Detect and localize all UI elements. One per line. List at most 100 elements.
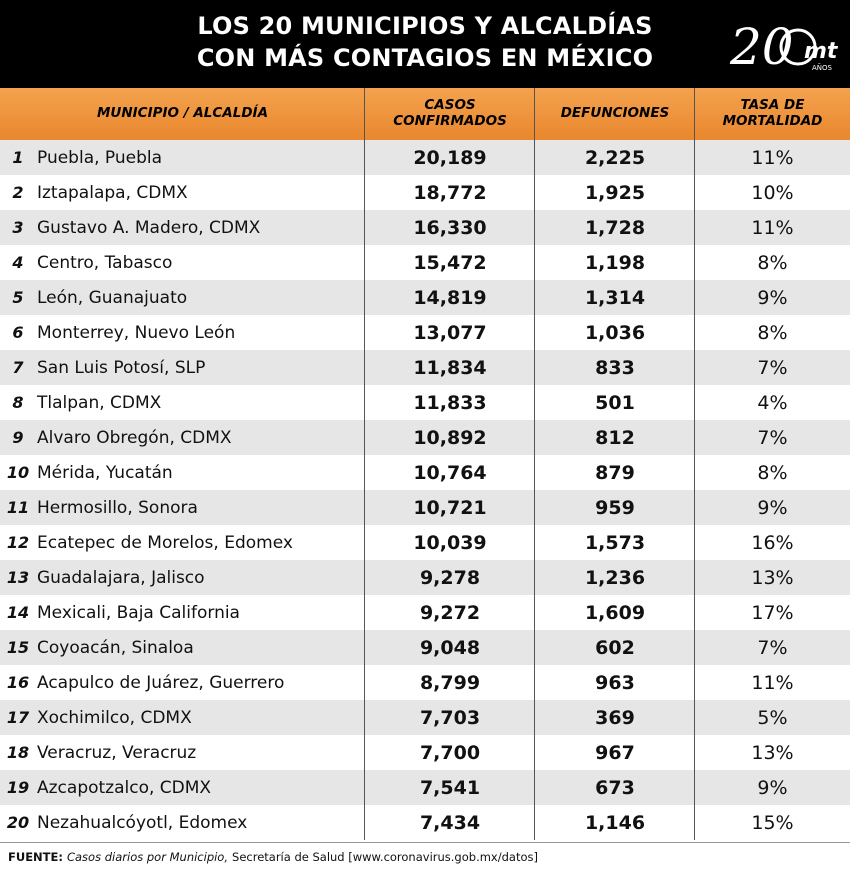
column-divider	[534, 88, 535, 840]
row-rank: 20	[6, 813, 30, 832]
row-tasa-mortalidad: 9%	[757, 496, 788, 519]
row-rank: 15	[6, 638, 30, 657]
row-rank: 9	[12, 428, 24, 447]
column-header-municipio: MUNICIPIO / ALCALDÍA	[96, 105, 269, 122]
row-municipio: San Luis Potosí, SLP	[37, 357, 206, 378]
column-header-tasa-label: TASA DE MORTALIDAD	[722, 97, 823, 129]
row-defunciones: 1,146	[584, 811, 646, 834]
row-tasa-mortalidad: 7%	[757, 426, 788, 449]
row-rank: 14	[6, 603, 30, 622]
row-rank: 3	[12, 218, 24, 237]
table-row: 20 Nezahualcóyotl, Edomex 7,434 1,146 15%	[0, 805, 850, 840]
row-municipio: Centro, Tabasco	[37, 252, 173, 273]
row-defunciones: 369	[595, 706, 635, 729]
row-casos-confirmados: 10,039	[413, 531, 487, 554]
row-municipio: Guadalajara, Jalisco	[37, 567, 205, 588]
row-municipio: Azcapotzalco, CDMX	[37, 777, 212, 798]
row-tasa-mortalidad: 11%	[751, 146, 794, 169]
row-casos-confirmados: 9,272	[419, 601, 481, 624]
row-rank: 17	[6, 708, 30, 727]
row-tasa-mortalidad: 4%	[757, 391, 788, 414]
footer-source-italic: Casos diarios por Municipio,	[66, 849, 229, 864]
row-casos-confirmados: 18,772	[413, 181, 487, 204]
row-defunciones: 963	[595, 671, 635, 694]
row-casos-confirmados: 10,764	[413, 461, 487, 484]
row-casos-confirmados: 7,703	[419, 706, 481, 729]
table-row: 12 Ecatepec de Morelos, Edomex 10,039 1,573…	[0, 525, 850, 560]
row-rank: 6	[12, 323, 24, 342]
table-row: 2 Iztapalapa, CDMX 18,772 1,925 10%	[0, 175, 850, 210]
row-casos-confirmados: 20,189	[413, 146, 487, 169]
row-municipio: Iztapalapa, CDMX	[37, 182, 188, 203]
row-tasa-mortalidad: 7%	[757, 636, 788, 659]
row-tasa-mortalidad: 5%	[757, 706, 788, 729]
row-tasa-mortalidad: 9%	[757, 286, 788, 309]
table-row: 15 Coyoacán, Sinaloa 9,048 602 7%	[0, 630, 850, 665]
table-row: 9 Alvaro Obregón, CDMX 10,892 812 7%	[0, 420, 850, 455]
table-row: 19 Azcapotzalco, CDMX 7,541 673 9%	[0, 770, 850, 805]
column-header-casos-label: CASOS CONFIRMADOS	[393, 97, 507, 129]
row-casos-confirmados: 9,278	[419, 566, 481, 589]
logo-sub: AÑOS	[812, 63, 833, 72]
table-row: 6 Monterrey, Nuevo León 13,077 1,036 8%	[0, 315, 850, 350]
row-tasa-mortalidad: 11%	[751, 671, 794, 694]
row-defunciones: 967	[595, 741, 635, 764]
row-defunciones: 1,036	[584, 321, 646, 344]
row-tasa-mortalidad: 7%	[757, 356, 788, 379]
table-row: 7 San Luis Potosí, SLP 11,834 833 7%	[0, 350, 850, 385]
table-row: 11 Hermosillo, Sonora 10,721 959 9%	[0, 490, 850, 525]
column-header-defunciones: DEFUNCIONES	[560, 105, 670, 122]
table-row: 5 León, Guanajuato 14,819 1,314 9%	[0, 280, 850, 315]
row-defunciones: 879	[595, 461, 635, 484]
table-row: 14 Mexicali, Baja California 9,272 1,609 17%	[0, 595, 850, 630]
row-municipio: Coyoacán, Sinaloa	[37, 637, 194, 658]
milenio-20-anos-logo-icon: 20 mt AÑOS	[729, 18, 838, 76]
row-municipio: Mérida, Yucatán	[37, 462, 173, 483]
row-casos-confirmados: 7,541	[419, 776, 481, 799]
row-rank: 10	[6, 463, 30, 482]
row-casos-confirmados: 8,799	[419, 671, 481, 694]
row-defunciones: 2,225	[584, 146, 646, 169]
row-rank: 4	[12, 253, 24, 272]
page-title-line-2: CON MÁS CONTAGIOS EN MÉXICO	[196, 44, 654, 72]
row-rank: 1	[12, 148, 24, 167]
source-footer: FUENTE: Casos diarios por Municipio, Sec…	[0, 842, 850, 870]
row-defunciones: 812	[595, 426, 635, 449]
logo-number: 20	[729, 18, 794, 76]
row-tasa-mortalidad: 10%	[751, 181, 794, 204]
row-municipio: Monterrey, Nuevo León	[37, 322, 236, 343]
row-casos-confirmados: 7,700	[419, 741, 481, 764]
row-tasa-mortalidad: 11%	[751, 216, 794, 239]
table-row: 8 Tlalpan, CDMX 11,833 501 4%	[0, 385, 850, 420]
row-municipio: Mexicali, Baja California	[37, 602, 240, 623]
header-banner: LOS 20 MUNICIPIOS Y ALCALDÍAS CON MÁS CO…	[0, 0, 850, 88]
row-rank: 8	[12, 393, 24, 412]
row-municipio: Puebla, Puebla	[37, 147, 163, 168]
table-row: 3 Gustavo A. Madero, CDMX 16,330 1,728 11%	[0, 210, 850, 245]
table-row: 10 Mérida, Yucatán 10,764 879 8%	[0, 455, 850, 490]
row-casos-confirmados: 7,434	[419, 811, 481, 834]
footer-label: FUENTE:	[8, 849, 63, 864]
row-municipio: Acapulco de Juárez, Guerrero	[37, 672, 285, 693]
row-municipio: Hermosillo, Sonora	[37, 497, 198, 518]
row-tasa-mortalidad: 15%	[751, 811, 794, 834]
row-rank: 16	[6, 673, 30, 692]
row-defunciones: 1,728	[584, 216, 646, 239]
row-tasa-mortalidad: 9%	[757, 776, 788, 799]
table-row: 1 Puebla, Puebla 20,189 2,225 11%	[0, 140, 850, 175]
row-tasa-mortalidad: 13%	[751, 566, 794, 589]
row-casos-confirmados: 14,819	[413, 286, 487, 309]
row-defunciones: 501	[595, 391, 635, 414]
row-municipio: Ecatepec de Morelos, Edomex	[37, 532, 293, 553]
row-rank: 19	[6, 778, 30, 797]
row-municipio: Gustavo A. Madero, CDMX	[37, 217, 261, 238]
row-casos-confirmados: 11,834	[413, 356, 487, 379]
row-tasa-mortalidad: 8%	[757, 461, 788, 484]
row-defunciones: 1,925	[584, 181, 646, 204]
row-defunciones: 959	[595, 496, 635, 519]
row-municipio: Xochimilco, CDMX	[37, 707, 192, 728]
row-rank: 12	[6, 533, 30, 552]
column-divider	[694, 88, 695, 840]
row-casos-confirmados: 9,048	[419, 636, 481, 659]
row-rank: 7	[12, 358, 24, 377]
